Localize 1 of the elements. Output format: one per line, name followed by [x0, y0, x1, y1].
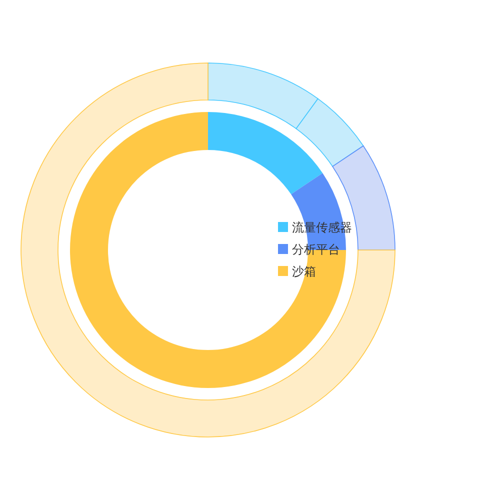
legend-label: 分析平台	[292, 242, 340, 256]
